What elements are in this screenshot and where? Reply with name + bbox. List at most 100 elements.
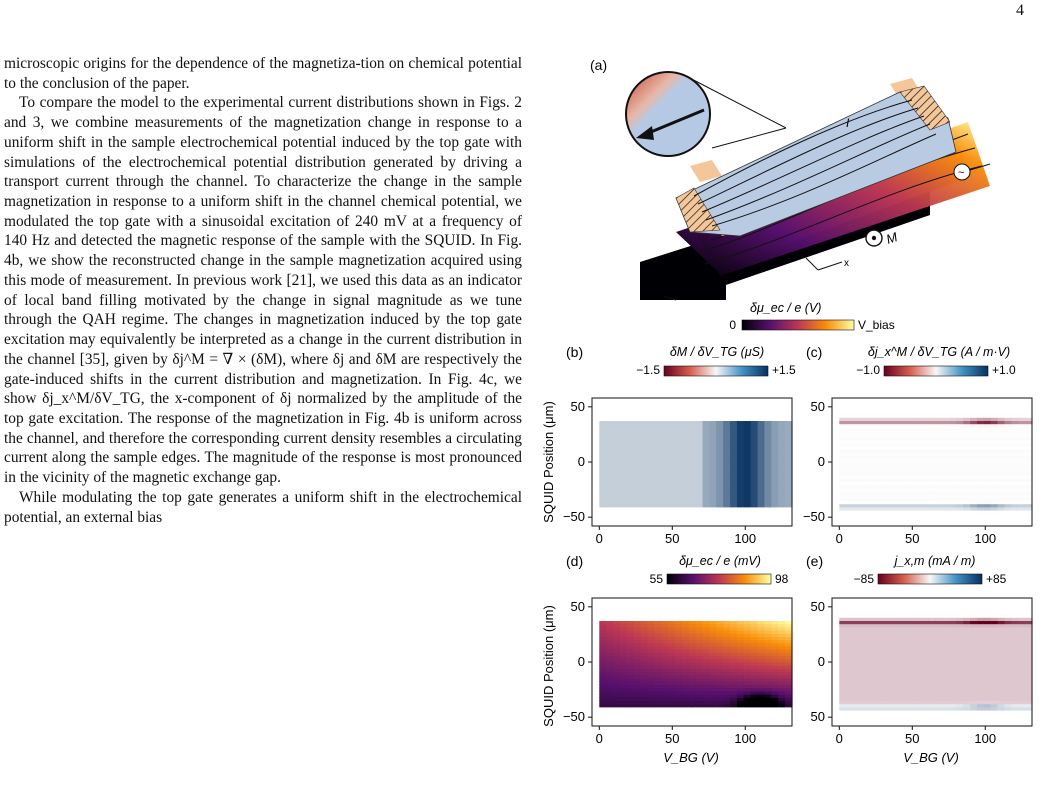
heatmap-cell [688, 465, 697, 469]
heatmap-cell [921, 678, 930, 682]
heatmap-cell [730, 490, 738, 495]
heatmap-cell [880, 636, 889, 641]
heatmap-cell [970, 678, 978, 682]
heatmap-cell [976, 601, 985, 605]
heatmap-cell [949, 703, 957, 708]
heatmap-cell [606, 465, 614, 469]
heatmap-cell [859, 694, 868, 698]
heatmap-cell [1011, 642, 1019, 647]
heatmap-cell [785, 513, 793, 517]
heatmap-cell [887, 642, 895, 647]
heatmap-cell [730, 442, 738, 447]
heatmap-cell [1011, 649, 1019, 653]
heatmap-cell [853, 426, 861, 431]
heatmap-cell [785, 430, 793, 434]
heatmap-cell [963, 722, 971, 727]
heatmap-cell [647, 604, 655, 609]
heatmap-cell [894, 690, 902, 695]
heatmap-cell [654, 404, 662, 409]
heatmap-cell [997, 623, 1006, 628]
heatmap-cell [880, 407, 889, 412]
heatmap-cell [778, 410, 786, 415]
heatmap-cell [778, 446, 786, 450]
heatmap-cell [915, 681, 923, 685]
heatmap-cell [935, 598, 944, 602]
heatmap-cell [983, 626, 992, 631]
heatmap-cell [730, 404, 738, 409]
heatmap-cell [757, 706, 766, 711]
heatmap-cell [668, 455, 676, 460]
heatmap-cell [942, 719, 951, 724]
heatmap-cell [640, 716, 649, 721]
heatmap-cell [647, 601, 655, 605]
heatmap-cell [839, 646, 847, 650]
heatmap-cell [839, 465, 847, 469]
heatmap-cell [990, 665, 999, 669]
heatmap-cell [750, 697, 759, 701]
heatmap-cell [1018, 398, 1026, 402]
heatmap-cell [675, 655, 683, 660]
heatmap-cell [730, 610, 738, 615]
heatmap-cell [647, 446, 655, 450]
heatmap-cell [613, 662, 621, 666]
heatmap-cell [675, 497, 683, 501]
heatmap-cell [846, 462, 854, 466]
heatmap-cell [921, 633, 930, 637]
heatmap-cell [915, 401, 923, 405]
heatmap-cell [963, 703, 971, 708]
heatmap-cell [681, 636, 690, 641]
heatmap-cell [736, 513, 745, 517]
heatmap-cell [839, 681, 847, 685]
heatmap-cell [983, 484, 992, 489]
heatmap-cell [633, 665, 642, 669]
heatmap-cell [730, 433, 738, 437]
heatmap-cell [928, 465, 937, 469]
heatmap-cell [887, 674, 895, 679]
heatmap-cell [730, 642, 738, 647]
heatmap-cell [613, 719, 621, 724]
heatmap-cell [681, 478, 690, 482]
heatmap-cell [606, 639, 614, 644]
heatmap-cell [654, 423, 662, 428]
heatmap-cell [668, 471, 676, 476]
heatmap-cell [873, 684, 882, 689]
heatmap-cell [778, 404, 786, 409]
heatmap-cell [647, 684, 655, 689]
heatmap-cell [750, 487, 759, 492]
heatmap-cell [949, 423, 957, 428]
heatmap-cell [894, 423, 902, 428]
heatmap-cell [785, 716, 793, 721]
heatmap-cell [949, 455, 957, 460]
heatmap-cell [785, 678, 793, 682]
current-line-1 [693, 99, 913, 197]
heatmap-cell [956, 484, 964, 489]
heatmap-cell [1011, 407, 1019, 412]
heatmap-cell [675, 646, 683, 650]
heatmap-cell [901, 703, 909, 708]
heatmap-cell [846, 398, 854, 402]
heatmap-cell [709, 420, 717, 425]
heatmap-cell [750, 398, 759, 402]
heatmap-cell [1011, 474, 1019, 479]
heatmap-cell [613, 684, 621, 689]
heatmap-cell [949, 490, 957, 495]
heatmap-cell [785, 681, 793, 685]
heatmap-cell [921, 494, 930, 498]
heatmap-cell [702, 681, 711, 685]
heatmap-cell [757, 620, 766, 625]
heatmap-cell [695, 604, 704, 609]
heatmap-cell [1018, 626, 1026, 631]
heatmap-cell [935, 401, 944, 405]
heatmap-cell [901, 404, 909, 409]
heatmap-cell [626, 449, 635, 453]
heatmap-cell [743, 442, 752, 447]
heatmap-cell [859, 604, 868, 609]
heatmap-cell [983, 668, 992, 673]
heatmap-cell [681, 449, 690, 453]
heatmap-cell [750, 604, 759, 609]
heatmap-cell [723, 636, 731, 641]
heatmap-cell [599, 620, 607, 625]
heatmap-cell [626, 442, 635, 447]
heatmap-cell [963, 433, 971, 437]
